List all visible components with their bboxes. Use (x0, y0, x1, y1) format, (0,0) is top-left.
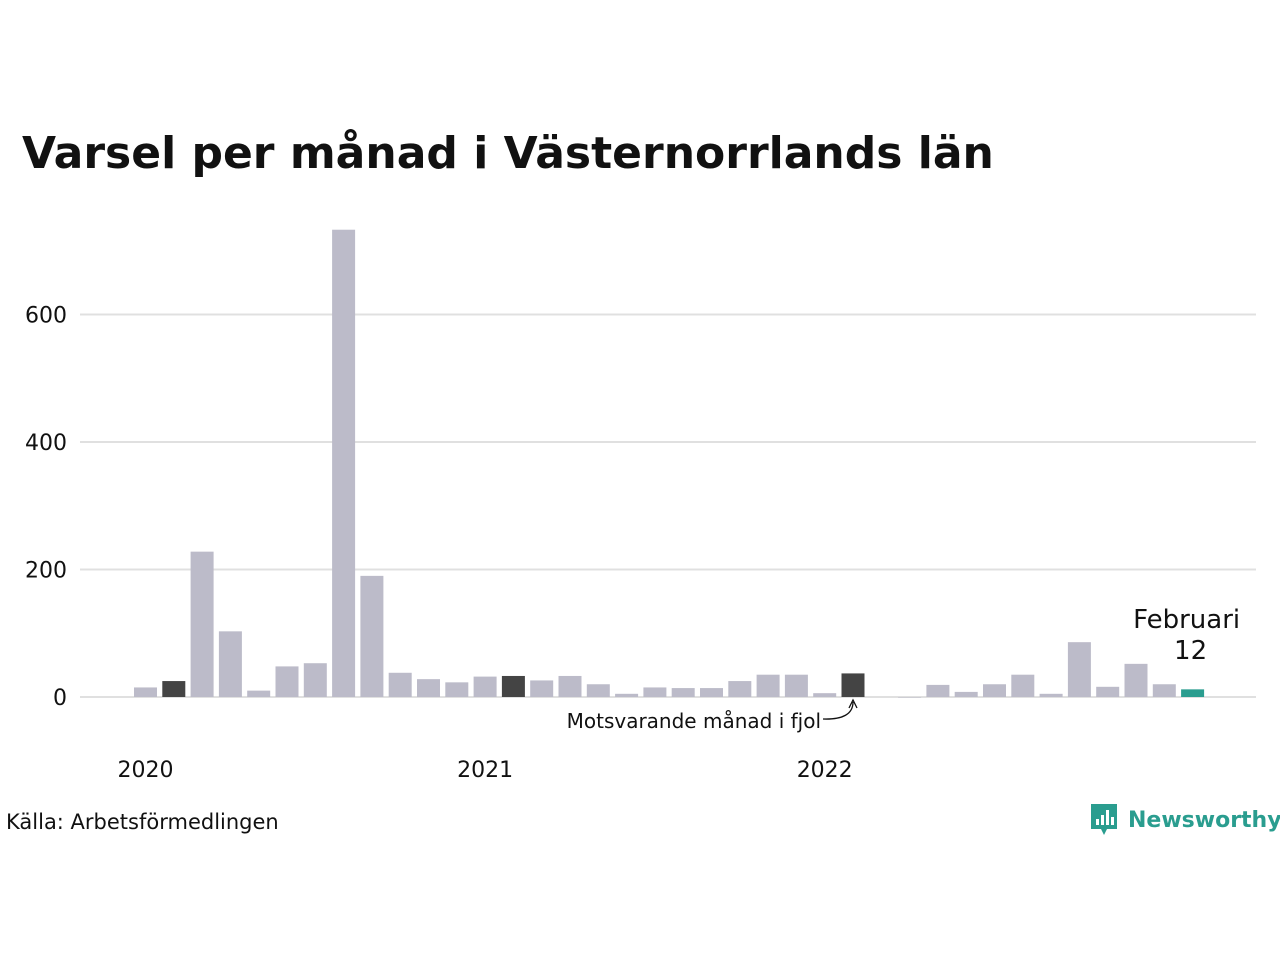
bar-2021-06[interactable] (615, 693, 639, 697)
bar-2022-10[interactable] (1067, 642, 1091, 697)
bar-2021-08[interactable] (671, 688, 695, 697)
gridlines (80, 313, 1256, 698)
bar-2020-12[interactable] (445, 682, 469, 697)
bar-2021-10[interactable] (728, 681, 752, 697)
bar-2020-01[interactable] (134, 687, 157, 697)
bar-2022-01[interactable] (813, 693, 837, 697)
bar-2020-02[interactable] (162, 681, 186, 697)
bar-2021-07[interactable] (643, 687, 667, 697)
bars (134, 229, 1205, 698)
bar-2023-01[interactable] (1152, 684, 1176, 697)
bar-2022-09[interactable] (1039, 693, 1063, 697)
bar-2020-07[interactable] (303, 663, 327, 697)
bar-2021-05[interactable] (586, 684, 610, 697)
page-title: Varsel per månad i Västernorrlands län (22, 128, 994, 179)
bar-2020-06[interactable] (275, 666, 299, 697)
bar-2022-12[interactable] (1124, 663, 1148, 697)
bar-2021-04[interactable] (558, 675, 582, 697)
x-axis: 2020 2021 2022 (118, 758, 853, 783)
y-tick-label: 0 (53, 686, 67, 711)
bar-2020-03[interactable] (190, 551, 214, 697)
bar-2021-11[interactable] (756, 674, 780, 697)
bar-2020-04[interactable] (218, 631, 242, 697)
brand[interactable]: Newsworthy (1088, 802, 1280, 838)
bar-2020-08[interactable] (332, 229, 356, 697)
bar-2021-02[interactable] (501, 675, 525, 697)
brand-name: Newsworthy (1128, 807, 1280, 833)
bar-2022-06[interactable] (954, 691, 978, 697)
bar-2022-11[interactable] (1096, 686, 1120, 697)
curved-arrow-icon (822, 701, 854, 720)
current-month-value: 12 (1174, 636, 1207, 666)
bar-chart-speech-bubble-icon (1091, 804, 1117, 835)
bar-2022-08[interactable] (1011, 674, 1035, 697)
bar-2020-11[interactable] (417, 679, 440, 697)
bar-2022-04[interactable] (898, 697, 922, 698)
bar-2021-09[interactable] (700, 688, 723, 697)
y-axis: 0 200 400 600 (25, 304, 67, 712)
y-tick-label: 600 (25, 304, 67, 329)
bar-2021-03[interactable] (530, 680, 554, 697)
x-tick-label: 2020 (118, 758, 174, 783)
bar-2020-09[interactable] (360, 575, 384, 697)
x-tick-label: 2022 (797, 758, 853, 783)
bar-2022-05[interactable] (926, 684, 950, 697)
bar-2023-02[interactable] (1181, 689, 1205, 697)
annotation-same-month: Motsvarande månad i fjol (567, 709, 821, 733)
y-tick-label: 400 (25, 431, 67, 456)
bar-2022-02[interactable] (841, 673, 865, 697)
bar-2022-07[interactable] (983, 684, 1006, 697)
bar-2020-05[interactable] (247, 690, 271, 697)
bar-2021-01[interactable] (473, 676, 497, 697)
source-label: Källa: Arbetsförmedlingen (6, 810, 279, 834)
bar-2020-10[interactable] (388, 672, 412, 697)
y-tick-label: 200 (25, 559, 67, 584)
x-tick-label: 2021 (457, 758, 513, 783)
bar-2021-12[interactable] (784, 674, 808, 697)
current-month-label: Februari (1133, 605, 1240, 635)
arrow-head-icon (848, 698, 858, 709)
